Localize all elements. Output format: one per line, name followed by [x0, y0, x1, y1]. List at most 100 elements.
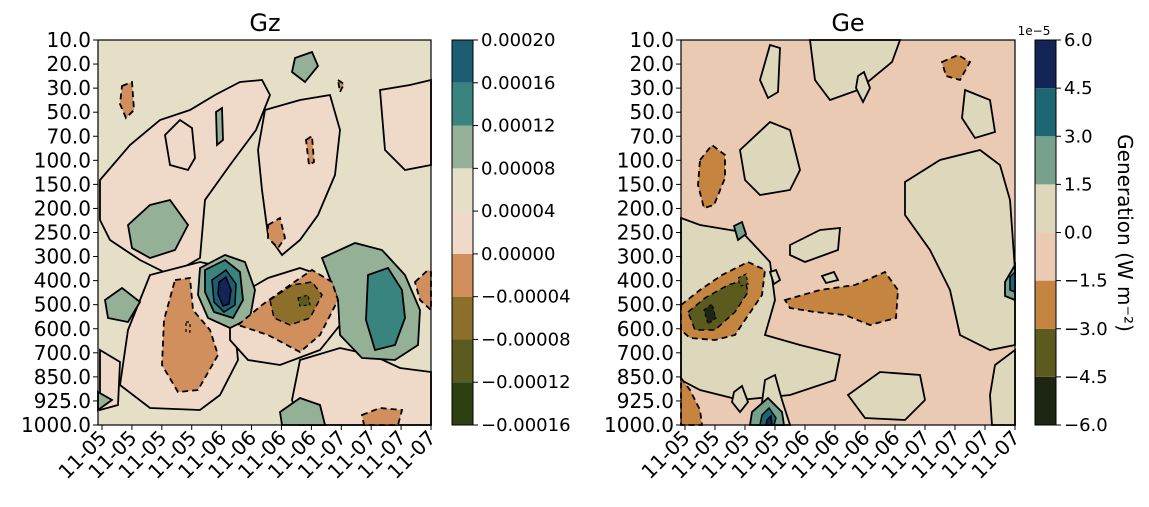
ge-x-axis: 11-0511-0511-0511-0511-0611-0611-0611-06… [636, 425, 1025, 484]
ge-y-tick-label: 10.0 [629, 28, 674, 52]
ge-region-pos-beige [855, 70, 871, 105]
ge-title: Ge [831, 9, 864, 37]
ge-colorbar-tick-label: −4.5 [1064, 367, 1108, 388]
gz-region-neg-orange [267, 216, 286, 250]
gz-colorbar-tick-label: 0.00020 [481, 30, 555, 51]
gz-colorbar: −0.00016 −0.00012 −0.00008 −0.00004 0.00000 0… [451, 30, 571, 436]
ge-y-tick-label: 150.0 [617, 172, 674, 196]
gz-y-tick-label: 500.0 [34, 293, 91, 317]
ge-colorbar-band [1035, 136, 1056, 185]
gz-region-neg-point [185, 321, 191, 333]
ge-colorbar-band [1035, 184, 1056, 233]
gz-region-neg-light [164, 118, 196, 172]
ge-colorbar-band [1035, 376, 1056, 425]
ge-region-pos-beige [961, 88, 997, 140]
gz-colorbar-frame [451, 39, 474, 426]
gz-region-neg-orange [161, 276, 219, 393]
ge-region-pos-teal [732, 220, 748, 242]
ge-y-tick-label: 30.0 [629, 76, 674, 100]
ge-y-tick-label: 850.0 [617, 365, 674, 389]
gz-y-tick-label: 100.0 [34, 148, 91, 172]
gz-y-tick-label: 50.0 [46, 100, 91, 124]
ge-colorbar-tick-label: −3.0 [1064, 319, 1108, 340]
ge-colorbar-tick-label: −6.0 [1064, 415, 1108, 436]
ge-colorbar-band [1035, 40, 1056, 89]
ge-region-neg-olive [687, 279, 749, 331]
gz-region-pos-green [215, 106, 224, 147]
ge-region-pos-beige [789, 226, 841, 263]
gz-y-tick-label: 1000.0 [21, 413, 91, 437]
gz-colorbar-band [452, 168, 473, 212]
ge-region-neg-orange [940, 53, 972, 82]
gz-x-axis: 11-0511-0511-0511-0511-0611-0611-0611-06… [53, 425, 441, 484]
ge-colorbar-tick-label: 0.0 [1064, 223, 1093, 244]
ge-region-pos-beige [846, 371, 926, 421]
ge-region-pos-beige [820, 270, 840, 285]
gz-colorbar-tick-label: 0.00000 [481, 244, 555, 265]
ge-y-tick-label: 925.0 [617, 389, 674, 413]
ge-region-pos-beige [680, 216, 842, 401]
ge-region-neg-point [737, 273, 749, 287]
gz-plot-area [97, 39, 432, 426]
gz-region-pos-green [104, 286, 142, 324]
ge-y-tick-label: 20.0 [629, 52, 674, 76]
gz-region-neg-olive-dark [297, 294, 311, 307]
gz-y-tick-label: 400.0 [34, 269, 91, 293]
gz-colorbar-band [452, 40, 473, 83]
ge-y-tick-label: 70.0 [629, 124, 674, 148]
gz-y-tick-label: 250.0 [34, 221, 91, 245]
gz-colorbar-band [452, 82, 473, 126]
gz-colorbar-tick-label: 0.00008 [481, 158, 555, 179]
gz-colorbar-tick-label: −0.00004 [481, 287, 571, 308]
gz-region-pos-dark [217, 275, 232, 307]
gz-colorbar-band [452, 382, 473, 425]
gz-region-pos-green [127, 198, 190, 259]
gz-region-neg-light [257, 93, 341, 257]
ge-colorbar: −6.0 −4.5 −3.0 −1.5 0.0 1.5 3.0 4.5 6.0 [1034, 30, 1108, 436]
gz-colorbar-tick-label: −0.00016 [481, 415, 571, 436]
ge-region-pos-beige [731, 384, 750, 414]
ge-region-pos-beige [768, 268, 782, 286]
gz-region-pos-teal [365, 266, 406, 352]
gz-colorbar-tick-label: −0.00008 [481, 329, 571, 350]
ge-colorbar-tick-label: 6.0 [1064, 30, 1093, 51]
gz-y-tick-label: 600.0 [34, 317, 91, 341]
ge-colorbar-tick-label: −1.5 [1064, 271, 1108, 292]
gz-region-pos-green [279, 396, 327, 426]
gz-y-tick-label: 200.0 [34, 196, 91, 220]
ge-plot-area [680, 39, 1016, 426]
gz-y-tick-label: 10.0 [46, 28, 91, 52]
ge-y-tick-label: 400.0 [617, 269, 674, 293]
gz-colorbar-tick-label: −0.00012 [481, 372, 571, 393]
ge-colorbar-offset-text: 1e−5 [1018, 24, 1051, 38]
ge-y-tick-label: 700.0 [617, 341, 674, 365]
ge-colorbar-band [1035, 88, 1056, 137]
ge-colorbar-band [1035, 280, 1056, 329]
ge-colorbar-tick-label: 3.0 [1064, 126, 1093, 147]
gz-region-pos-green [291, 50, 320, 84]
gz-region-neg-orange [305, 134, 315, 167]
gz-y-tick-label: 300.0 [34, 245, 91, 269]
ge-y-tick-label: 250.0 [617, 221, 674, 245]
gz-title: Gz [249, 9, 280, 37]
ge-region-neg-orange [783, 270, 899, 326]
ge-colorbar-tick-label: 1.5 [1064, 174, 1093, 195]
ge-colorbar-label: Generation (W m⁻²) [1113, 134, 1137, 332]
ge-y-tick-label: 600.0 [617, 317, 674, 341]
gz-colorbar-band [452, 211, 473, 254]
gz-y-tick-label: 850.0 [34, 365, 91, 389]
ge-y-tick-label: 1000.0 [604, 413, 674, 437]
gz-y-tick-label: 150.0 [34, 172, 91, 196]
ge-region-neg-dark [703, 302, 717, 326]
gz-colorbar-band [452, 253, 473, 297]
gz-panel: Gz [21, 9, 571, 484]
gz-y-tick-label: 925.0 [34, 389, 91, 413]
gz-colorbar-band [452, 296, 473, 340]
gz-y-tick-label: 20.0 [46, 52, 91, 76]
gz-region-neg-orange [360, 407, 404, 426]
ge-colorbar-band [1035, 328, 1056, 377]
gz-y-tick-label: 70.0 [46, 124, 91, 148]
ge-y-tick-label: 300.0 [617, 245, 674, 269]
ge-y-tick-label: 200.0 [617, 196, 674, 220]
